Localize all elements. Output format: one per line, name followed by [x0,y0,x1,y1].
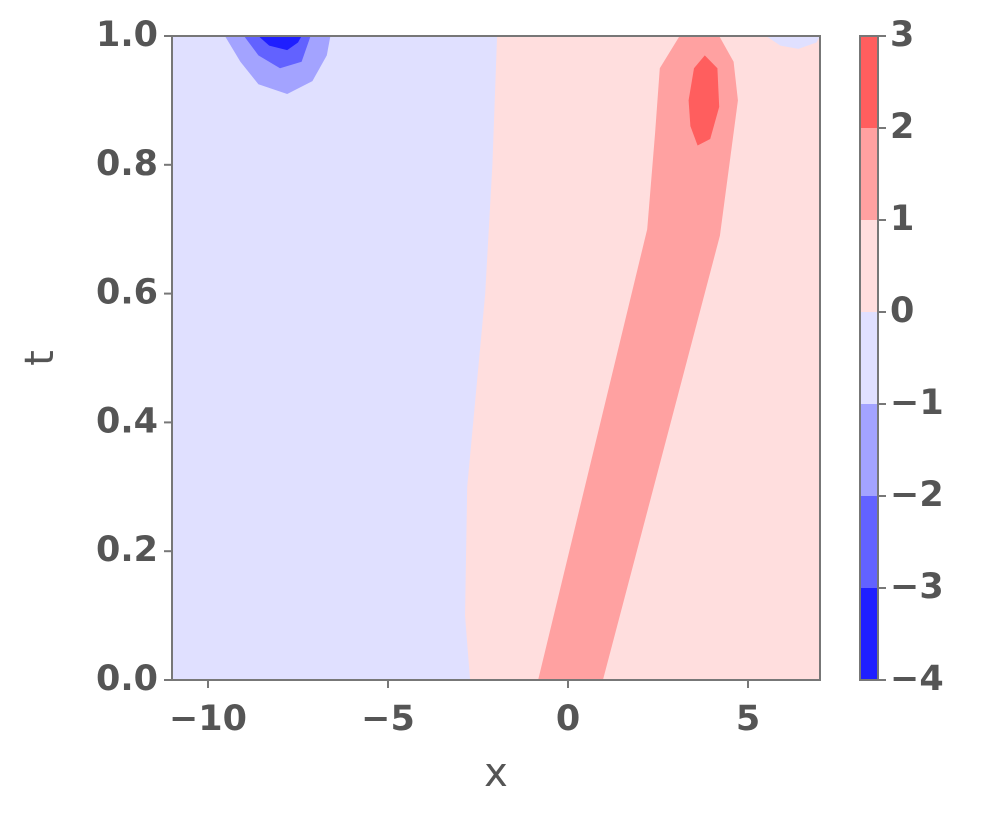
colorbar-band [860,128,878,220]
colorbar-band [860,404,878,496]
colorbar-band [860,36,878,128]
colorbar-tick-label: −3 [890,567,944,607]
y-tick-label: 1.0 [96,15,158,55]
colorbar-tick-label: 2 [890,107,914,147]
colorbar-tick-label: −4 [890,659,944,699]
colorbar-band [860,588,878,680]
contour-region [688,55,720,146]
x-tick-label: 0 [556,699,580,739]
colorbar-tick-label: −1 [890,383,944,423]
colorbar-band [860,220,878,312]
y-tick-label: 0.0 [96,659,158,699]
colorbar-frame [859,35,879,681]
y-tick-label: 0.4 [96,401,158,441]
y-axis-label: t [17,350,63,366]
x-tick-label: 5 [736,699,760,739]
y-tick-label: 0.8 [96,144,158,184]
colorbar-tick-label: 1 [890,199,914,239]
colorbar-band [860,496,878,588]
colorbar-tick-label: 3 [890,15,914,55]
contour-region [258,36,302,51]
contour-region [538,36,738,680]
x-tick-label: −5 [361,699,415,739]
y-tick-label: 0.2 [96,530,158,570]
plot-frame [171,35,821,681]
x-axis-label: x [484,750,508,796]
colorbar-band [860,312,878,404]
y-tick-label: 0.6 [96,273,158,313]
x-tick-label: −10 [169,699,247,739]
colorbar-tick-label: 0 [890,291,914,331]
contour-region [766,36,820,49]
colorbar-tick-label: −2 [890,475,944,515]
